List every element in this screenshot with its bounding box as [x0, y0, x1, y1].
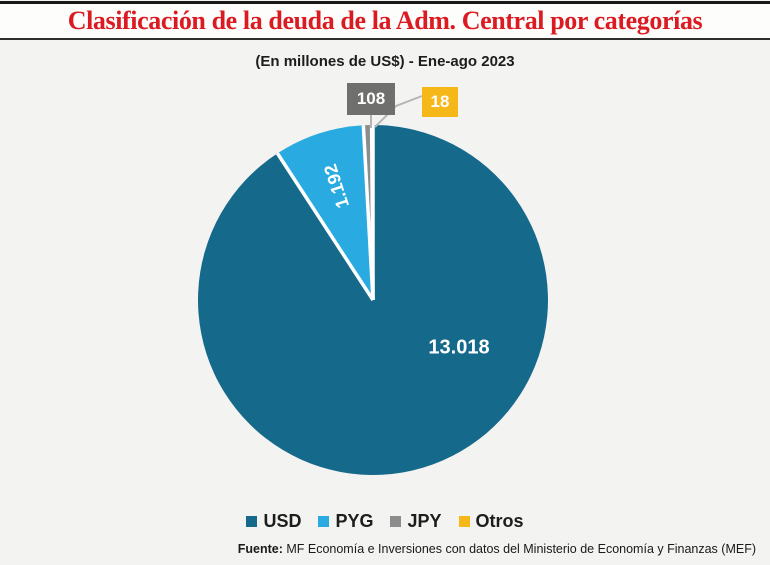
callout-value-jpy: 108	[356, 89, 386, 108]
legend-item-usd: USD	[246, 511, 301, 532]
legend-swatch-usd	[246, 516, 258, 527]
pie-slice-pyg	[277, 125, 373, 301]
legend-item-pyg: PYG	[318, 511, 373, 532]
page-title: Clasificación de la deuda de la Adm. Cen…	[67, 6, 703, 35]
leader-lines	[370, 95, 423, 128]
callout-value-otros: 18	[430, 92, 450, 111]
legend-label-pyg: PYG	[335, 511, 374, 531]
title-band: Clasificación de la deuda de la Adm. Cen…	[0, 1, 770, 40]
legend-swatch-otros	[458, 516, 470, 527]
source-prefix: Fuente:	[237, 542, 283, 556]
legend-swatch-pyg	[318, 516, 330, 527]
leader-line-otros	[374, 95, 423, 128]
legend-swatch-jpy	[390, 516, 402, 527]
legend-label-jpy: JPY	[407, 511, 442, 531]
source-line: Fuente: MF Economía e Inversiones con da…	[238, 542, 756, 556]
chart-legend: USD PYG JPY Otros	[0, 511, 770, 532]
chart-subtitle: (En millones de US$) - Ene-ago 2023	[255, 53, 515, 70]
legend-label-otros: Otros	[475, 511, 524, 531]
legend-label-usd: USD	[263, 511, 302, 531]
callout-box-jpy: 108	[347, 83, 395, 115]
slice-value-usd: 13.018	[428, 336, 490, 359]
source-text: MF Economía e Inversiones con datos del …	[282, 542, 756, 556]
callout-box-otros: 18	[422, 87, 458, 117]
slice-separator	[369, 124, 375, 301]
legend-item-jpy: JPY	[390, 511, 442, 532]
pie-separators-group	[275, 124, 375, 301]
legend-item-otros: Otros	[458, 511, 524, 532]
slice-separator	[275, 152, 375, 301]
